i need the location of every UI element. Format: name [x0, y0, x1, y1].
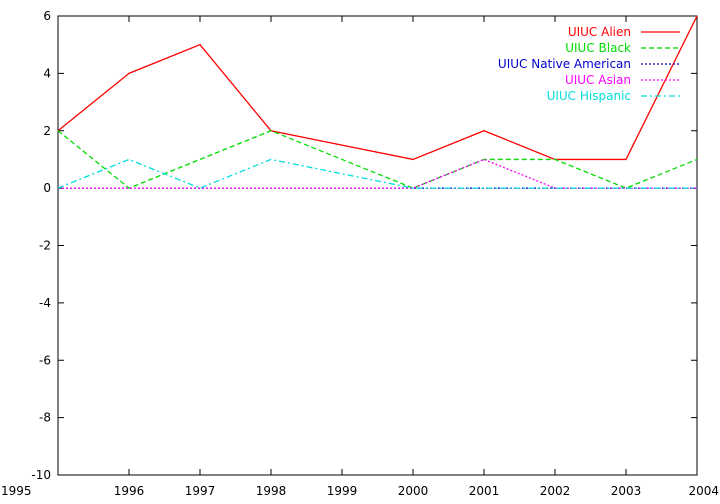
y-tick-label: -8 — [39, 411, 51, 425]
legend-label: UIUC Alien — [568, 25, 631, 39]
series-line-uiuc-hispanic — [57, 158, 697, 189]
y-tick-label: 6 — [43, 9, 51, 23]
legend-label: UIUC Black — [565, 41, 631, 55]
y-tick-label: 0 — [43, 181, 51, 195]
x-tick-label: 2000 — [398, 484, 429, 498]
legend-label: UIUC Asian — [565, 73, 631, 87]
legend: UIUC Alien UIUC Black UIUC Native American… — [498, 25, 680, 103]
y-tick-label: -10 — [31, 468, 51, 482]
x-tick-label: 2002 — [540, 484, 571, 498]
axis-ticks: -10 -8 -6 -4 -2 0 2 4 6 1995 1996 1997 1998 1999 2000 2… — [1, 9, 719, 498]
x-tick-label: 2001 — [469, 484, 500, 498]
legend-label: UIUC Native American — [498, 57, 631, 71]
x-tick-label: 1997 — [185, 484, 216, 498]
x-tick-label: 2003 — [611, 484, 642, 498]
series-line-uiuc-asian — [58, 158, 697, 189]
y-tick-label: 2 — [43, 124, 51, 138]
series-line-uiuc-alien — [57, 15, 698, 161]
y-tick-label: -6 — [39, 353, 51, 367]
series-lines — [57, 15, 698, 189]
x-tick-label: 1996 — [114, 484, 145, 498]
x-tick-label: 2004 — [688, 484, 719, 498]
x-tick-label: 1998 — [256, 484, 287, 498]
y-tick-label: 4 — [43, 66, 51, 80]
legend-label: UIUC Hispanic — [547, 89, 631, 103]
y-tick-label: -4 — [39, 296, 51, 310]
x-tick-label: 1995 — [1, 484, 32, 498]
y-tick-label: -2 — [39, 239, 51, 253]
x-tick-label: 1999 — [327, 484, 358, 498]
